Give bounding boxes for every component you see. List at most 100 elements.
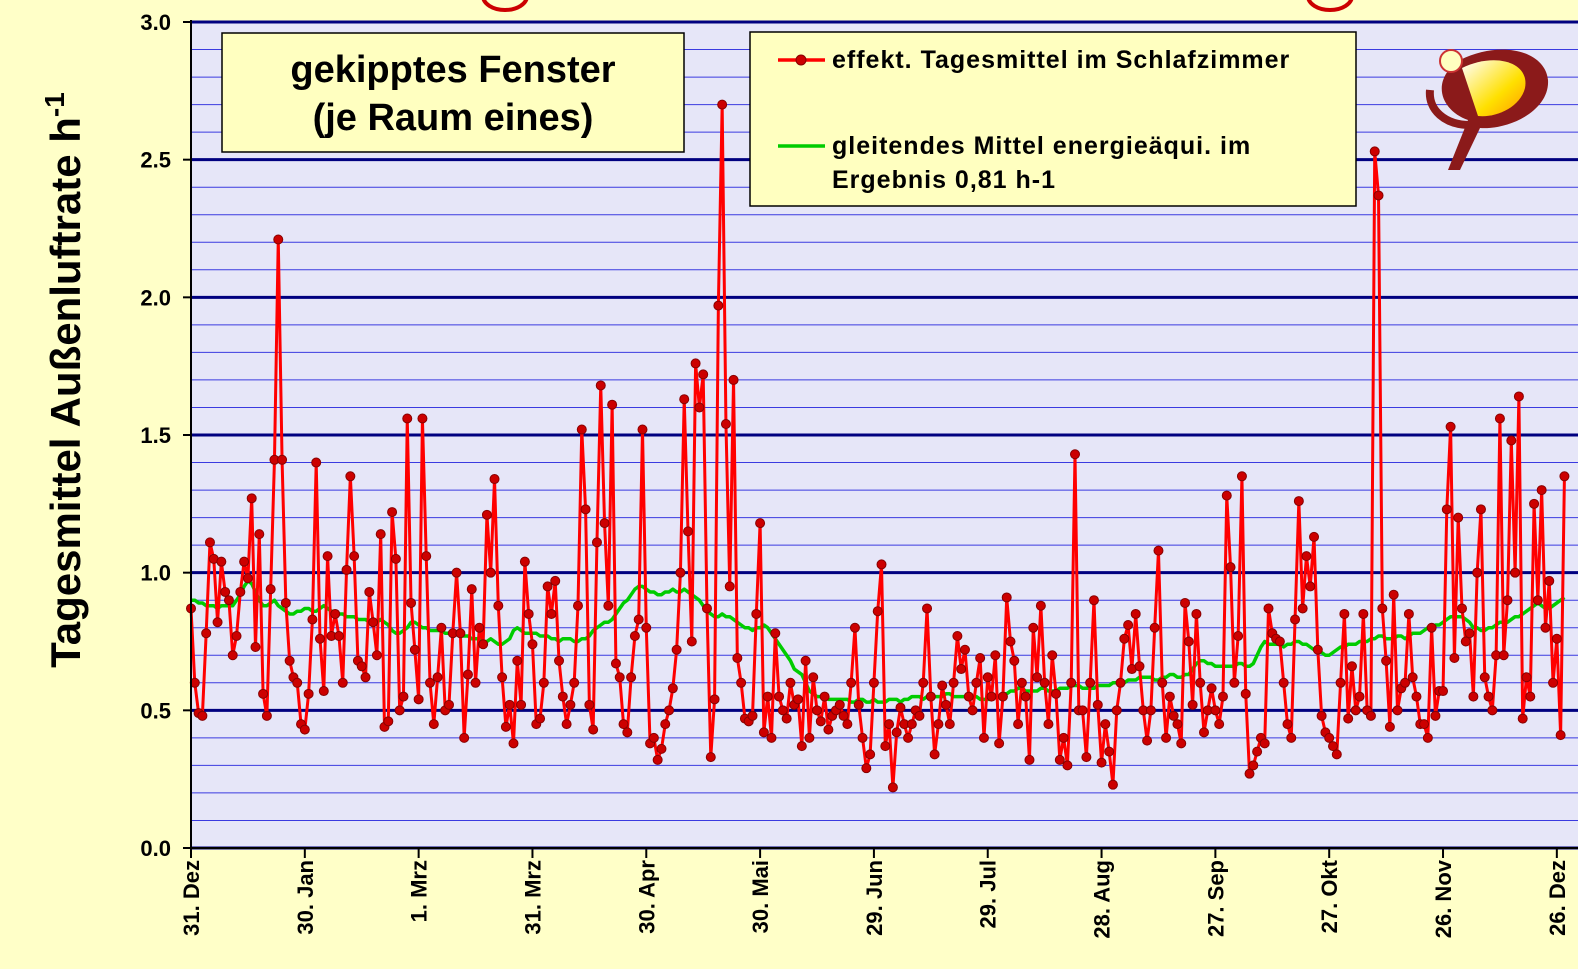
data-point [1350,705,1361,716]
data-point [823,724,834,735]
data-point [982,672,993,683]
data-point [474,622,485,633]
data-point [717,99,728,110]
data-point [937,680,948,691]
data-point [368,617,379,628]
data-point [1107,779,1118,790]
data-point [212,617,223,628]
data-point [1312,644,1323,655]
data-point [1164,691,1175,702]
legend-marker [795,54,807,66]
data-point [925,691,936,702]
data-point [250,642,261,653]
data-point [1115,677,1126,688]
data-point [884,719,895,730]
data-point [751,608,762,619]
data-point [956,664,967,675]
data-point [948,677,959,688]
data-point [1297,603,1308,614]
y-axis-label-text: Tagesmittel Außenluftrate h [42,117,89,668]
data-point [261,710,272,721]
y-tick-label: 2.0 [140,285,171,310]
data-point [747,710,758,721]
data-point [580,504,591,515]
data-point [1001,592,1012,603]
data-point [1039,677,1050,688]
data-point [607,399,618,410]
data-point [220,586,231,597]
data-point [402,413,413,424]
data-point [1529,498,1540,509]
y-tick-label: 3.0 [140,10,171,35]
data-point [667,683,678,694]
data-point [675,567,686,578]
data-point [1263,603,1274,614]
data-point [497,672,508,683]
x-tick-label: 30. Apr [634,860,659,934]
data-point [857,732,868,743]
data-point [1058,732,1069,743]
x-tick-label: 28. Aug [1090,860,1115,939]
data-point [197,710,208,721]
data-point [838,710,849,721]
x-tick-label: 30. Jan [293,860,318,935]
data-point [1240,688,1251,699]
data-point [1035,600,1046,611]
data-point [375,529,386,540]
annotation: (je Raum eines) [313,97,594,139]
data-point [546,608,557,619]
data-point [1168,710,1179,721]
legend: effekt. Tagesmittel im Schlafzimmer gleit… [778,46,1289,194]
data-point [303,688,314,699]
data-point [986,691,997,702]
data-point [466,584,477,595]
data-point [610,658,621,669]
data-point [758,727,769,738]
data-point [572,600,583,611]
decor-arc [1306,0,1354,12]
data-point [1475,504,1486,515]
data-point [584,699,595,710]
data-point [906,719,917,730]
data-point [1020,691,1031,702]
data-point [227,650,238,661]
data-point [1354,691,1365,702]
data-point [535,713,546,724]
data-point [800,655,811,666]
data-point [1134,661,1145,672]
data-point [819,691,830,702]
data-point [959,644,970,655]
data-point [1346,661,1357,672]
data-point [1483,691,1494,702]
data-point [223,595,234,606]
data-point [516,699,527,710]
data-point [914,710,925,721]
data-point [698,369,709,380]
data-point [853,699,864,710]
data-point [1460,636,1471,647]
data-point [588,724,599,735]
data-point [318,686,329,697]
data-point [903,732,914,743]
data-point [1195,677,1206,688]
data-point [1373,190,1384,201]
data-point [648,732,659,743]
data-point [808,672,819,683]
data-point [952,630,963,641]
data-point [933,719,944,730]
data-point [292,677,303,688]
x-tick-label: 29. Jun [862,860,887,936]
data-point [1111,705,1122,716]
data-point [1221,490,1232,501]
data-point [550,575,561,586]
data-point [618,719,629,730]
y-axis-label-sup: -1 [39,92,70,117]
data-point [1532,595,1543,606]
data-point [277,454,288,465]
decor-arc [481,0,529,12]
data-point [895,702,906,713]
data-point [1233,630,1244,641]
data-point [599,518,610,529]
data-point [694,402,705,413]
data-point [622,727,633,738]
